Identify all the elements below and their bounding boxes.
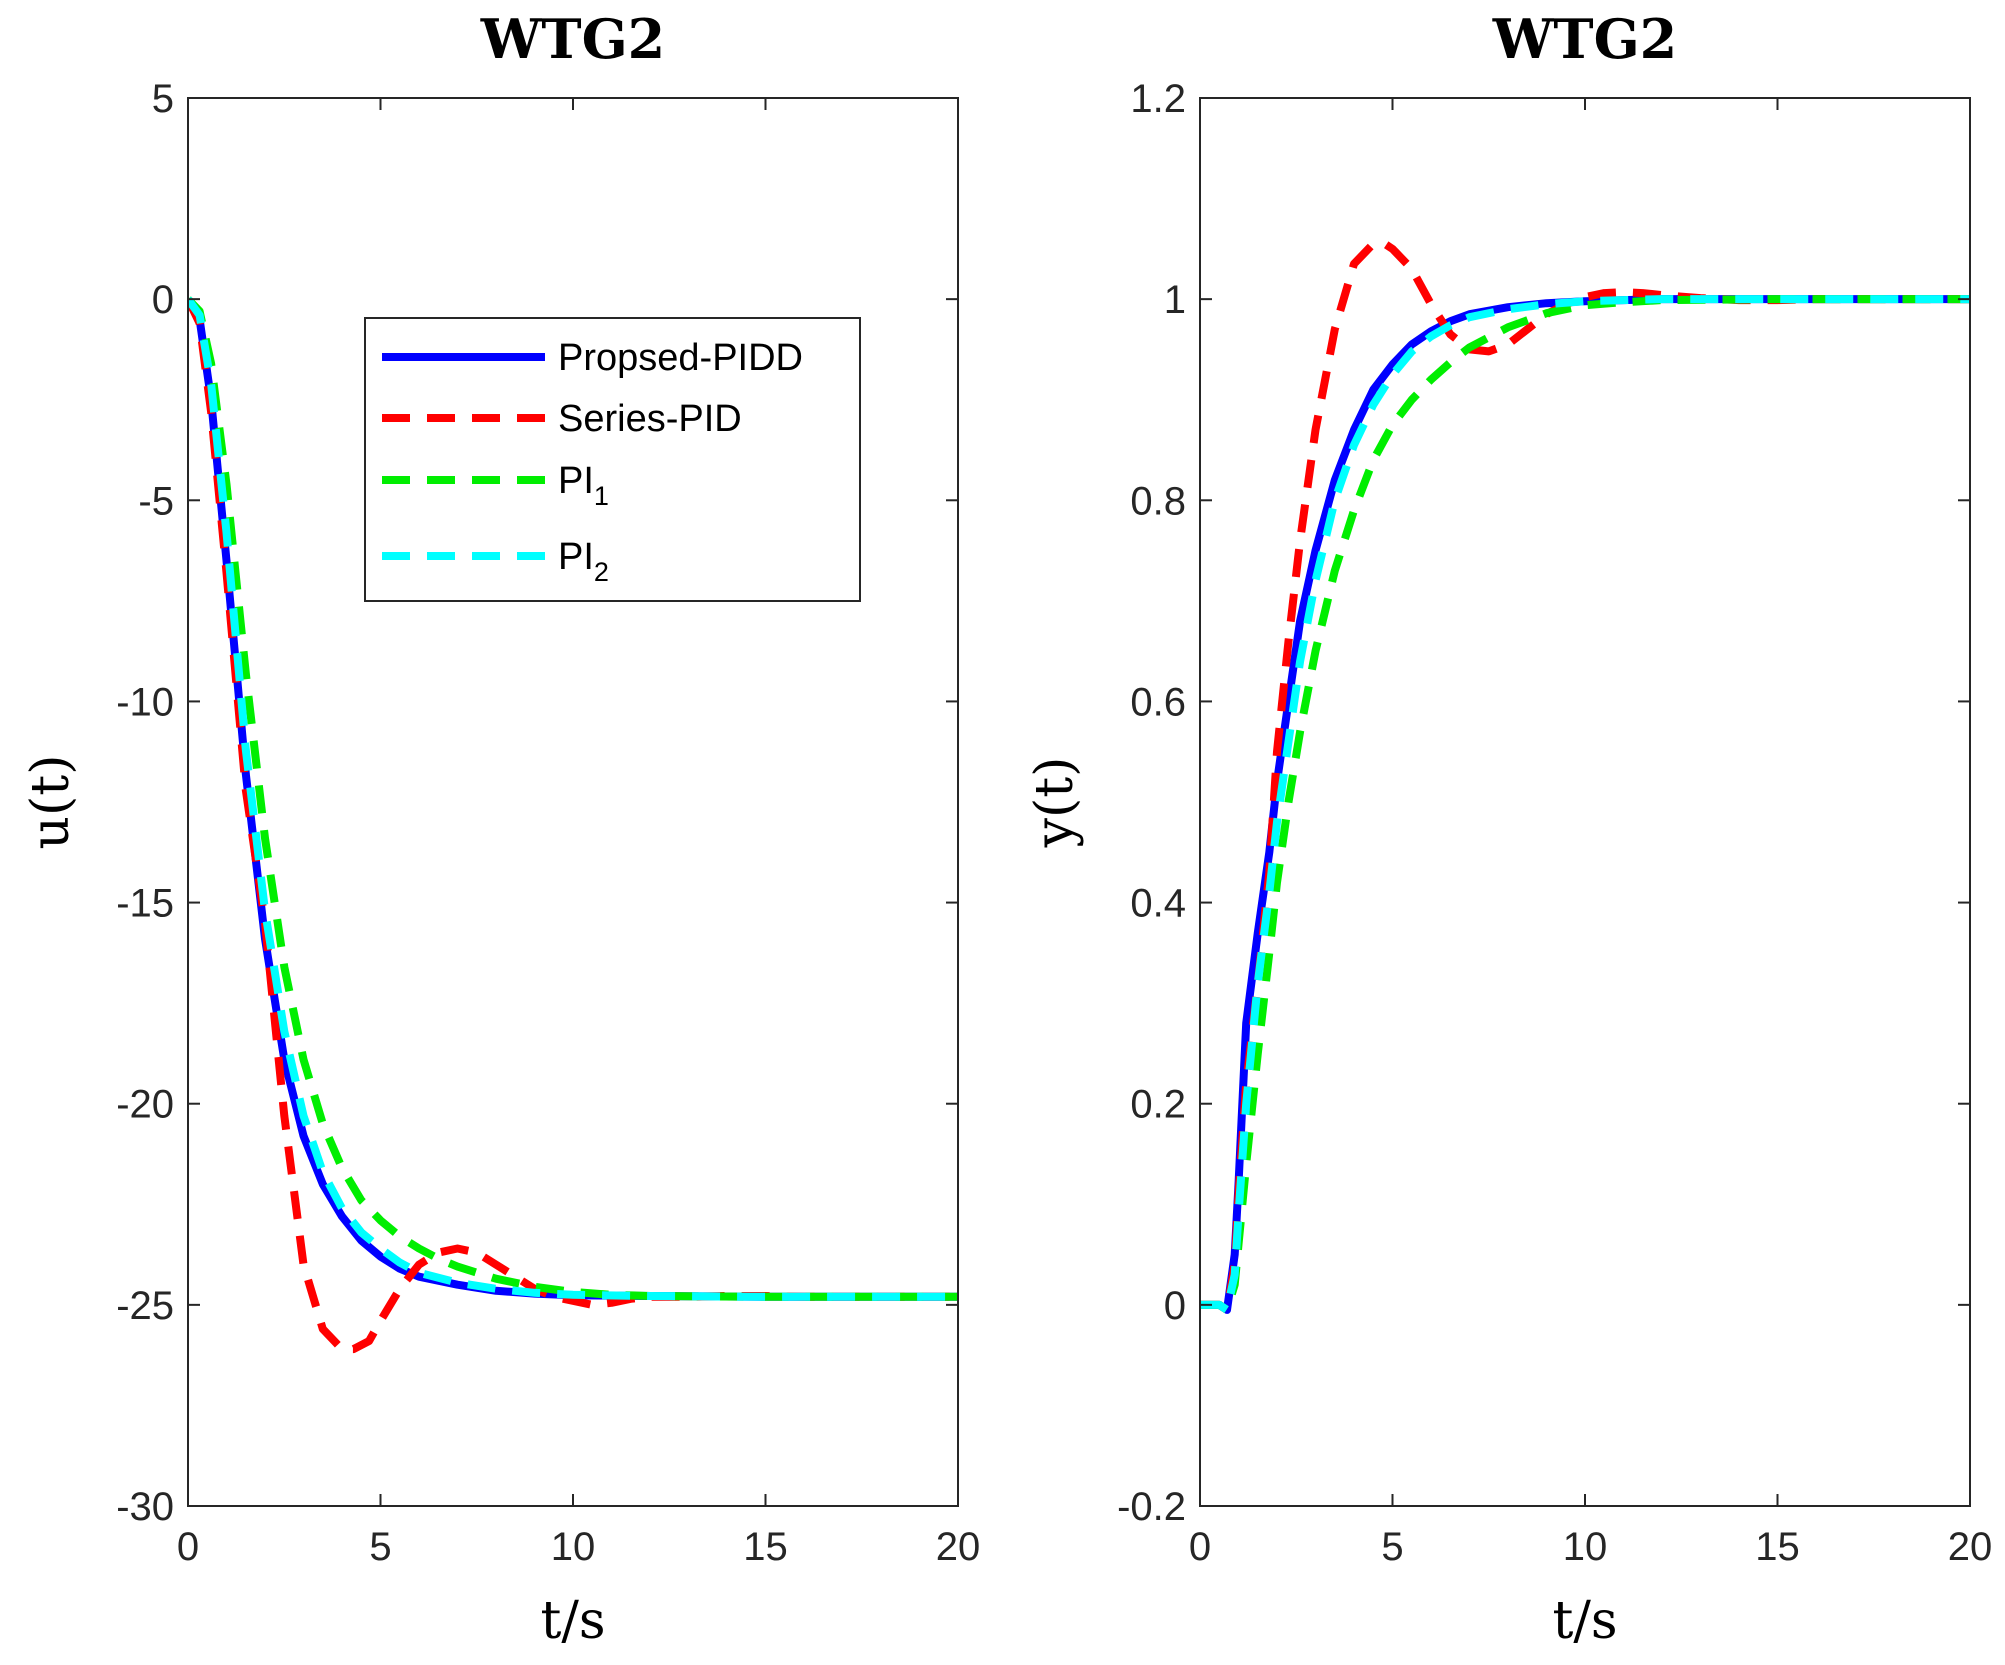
- plot-area-right: [1200, 98, 1970, 1506]
- y-tick-label-left: -10: [116, 680, 174, 724]
- x-tick-label-right: 20: [1948, 1525, 1993, 1569]
- y-tick-label-left: -5: [138, 479, 174, 523]
- legend-label-pi-1: PI1: [558, 460, 609, 511]
- y-axis-label-right: y(t): [1025, 757, 1085, 849]
- chart-title-right: WTG2: [1492, 7, 1678, 71]
- y-axis-label-left: u(t): [21, 755, 81, 850]
- x-tick-label-right: 0: [1189, 1525, 1211, 1569]
- y-tick-label-right: 0: [1164, 1284, 1186, 1328]
- series-line-pi-2-right: [1200, 295, 1970, 1314]
- y-tick-label-right: 0.8: [1130, 479, 1186, 523]
- x-axis-label-right: t/s: [1552, 1591, 1617, 1651]
- series-group-right: [1200, 239, 1970, 1314]
- y-tick-label-left: -25: [116, 1284, 174, 1328]
- y-tick-label-right: 1: [1164, 278, 1186, 322]
- x-tick-label-right: 10: [1563, 1525, 1608, 1569]
- x-tick-label-right: 15: [1755, 1525, 1800, 1569]
- y-tick-label-left: -30: [116, 1485, 174, 1529]
- y-tick-label-left: -15: [116, 882, 174, 926]
- legend-label-pi-2: PI2: [558, 536, 609, 587]
- y-tick-label-right: 0.6: [1130, 680, 1186, 724]
- x-tick-label-left: 20: [936, 1525, 981, 1569]
- legend-label-propsed-pidd: Propsed-PIDD: [558, 337, 803, 379]
- y-tick-label-right: -0.2: [1117, 1485, 1186, 1529]
- chart-left-u: 0 5 10 15 20 -30 -25 -20 -15 -10 -5 0 5 WTG2 t/s u(t…: [21, 7, 980, 1651]
- x-tick-label-left: 5: [369, 1525, 391, 1569]
- x-tick-label-right: 5: [1381, 1525, 1403, 1569]
- y-tick-label-left: 5: [152, 77, 174, 121]
- x-tick-label-left: 10: [551, 1525, 596, 1569]
- legend-label-series-pid: Series-PID: [558, 398, 742, 440]
- ticks-right: 0 5 10 15 20-0.200.20.40.60.811.2: [1117, 77, 1992, 1569]
- series-line-pi-2-left: [188, 296, 958, 1301]
- x-tick-label-left: 0: [177, 1525, 199, 1569]
- y-tick-label-right: 1.2: [1130, 77, 1186, 121]
- y-tick-label-right: 0.4: [1130, 882, 1186, 926]
- chart-title-left: WTG2: [480, 7, 666, 71]
- series-line-pi-1-left: [188, 296, 958, 1301]
- series-group-left: [188, 296, 958, 1354]
- chart-right-y: 0 5 10 15 20-0.200.20.40.60.811.2 WTG2 t/s y…: [1025, 7, 1992, 1651]
- y-tick-label-left: -20: [116, 1083, 174, 1127]
- x-tick-label-left: 15: [743, 1525, 788, 1569]
- y-tick-label-right: 0.2: [1130, 1083, 1186, 1127]
- y-tick-label-left: 0: [152, 278, 174, 322]
- series-line-series-pid-left: [188, 297, 958, 1354]
- ticks-left: 0 5 10 15 20 -30 -25 -20 -15 -10 -5 0 5: [116, 77, 980, 1569]
- legend: Propsed-PIDD Series-PID PI1 PI2: [364, 317, 861, 602]
- x-axis-label-left: t/s: [540, 1591, 605, 1651]
